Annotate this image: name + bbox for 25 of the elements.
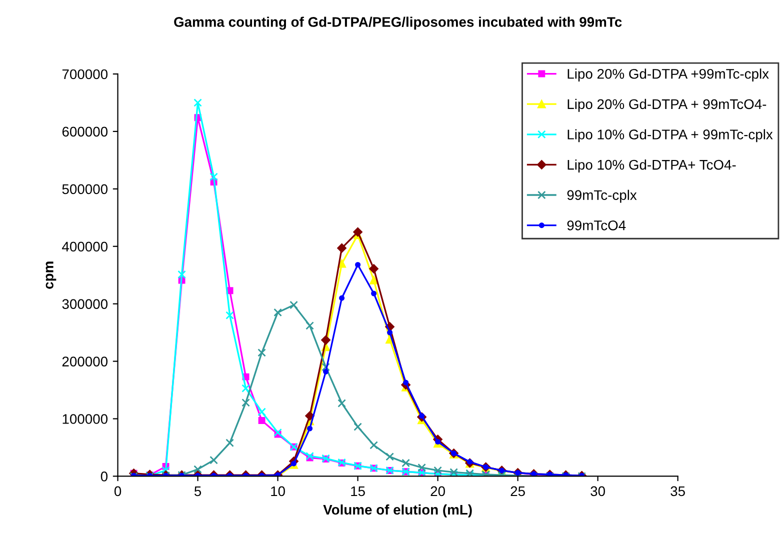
y-tick-label: 300000 [62,299,108,309]
x-tick-label: 5 [194,486,202,496]
y-tick-label: 600000 [62,126,108,137]
y-tick-label: 700000 [62,69,108,80]
y-tick-label: 0 [100,472,108,482]
legend-label: Lipo 10% Gd-DTPA+ TcO4- [568,160,736,172]
x-tick-label: 30 [590,486,605,496]
chart-title: Gamma counting of Gd-DTPA/PEG/liposomes incubated with 99mTc [174,16,622,30]
legend-label: Lipo 20% Gd-DTPA + 99mTcO4- [568,98,766,112]
y-tick-label: 100000 [62,414,108,424]
legend-label: Lipo 20% Gd-DTPA +99mTc-cplx [568,68,769,82]
x-axis-title: Volume of elution (mL) [323,504,472,518]
x-tick-label: 25 [510,486,525,496]
x-tick-label: 15 [351,486,365,496]
y-tick-label: 200000 [62,356,108,366]
x-tick-label: 35 [670,486,685,496]
x-tick-label: 0 [114,486,122,496]
y-tick-label: 500000 [62,184,108,194]
legend-label: 99mTc-cplx [567,190,637,203]
x-tick-label: 10 [271,486,285,496]
x-tick-label: 20 [430,486,445,496]
legend-label: Lipo 10% Gd-DTPA + 99mTc-cplx [568,129,773,142]
y-axis-title: cpm [46,262,56,289]
y-tick-label: 400000 [62,242,108,252]
legend-label: 99mTcO4 [567,220,626,230]
